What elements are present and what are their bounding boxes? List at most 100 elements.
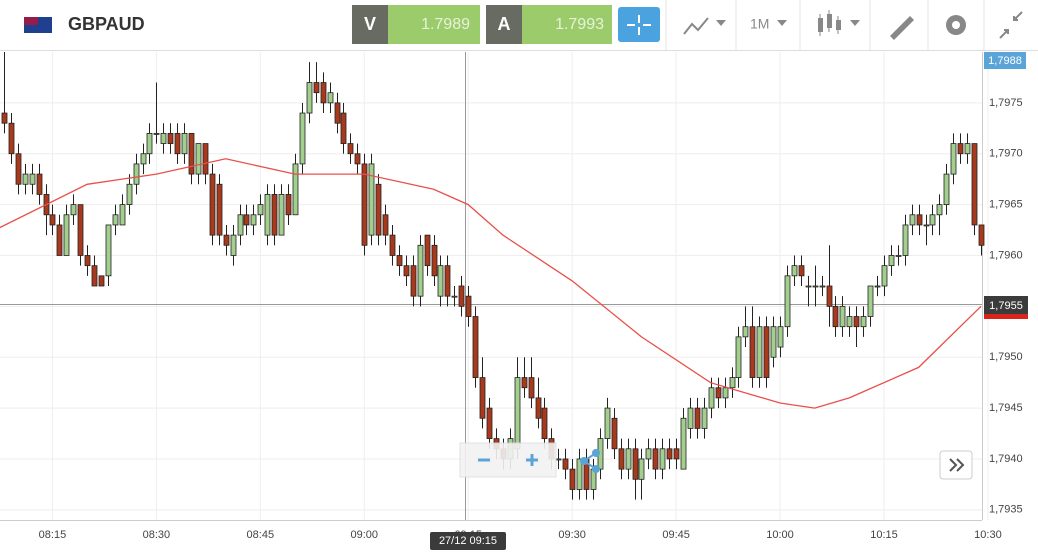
candle-body [347, 143, 354, 155]
candle-body [673, 448, 680, 460]
y-tick-label: 1,7945 [989, 402, 1023, 414]
zoom-controls [459, 442, 600, 478]
candle-body [763, 326, 770, 378]
zoom-in[interactable] [526, 454, 538, 466]
timeframe-button[interactable]: 1M [750, 16, 787, 32]
candle-body [895, 255, 902, 257]
buy-button[interactable]: A 1.7993 [486, 5, 612, 44]
candle-body [812, 285, 819, 288]
y-tick-label: 1,7970 [989, 148, 1023, 160]
sell-label: V [364, 14, 376, 34]
candle-body [701, 407, 708, 429]
candle-body [805, 285, 812, 288]
crosshair-button[interactable] [618, 7, 660, 42]
candle-body [216, 183, 223, 236]
candle-body [729, 377, 736, 389]
candle-body [936, 204, 943, 216]
candle-body [971, 143, 978, 226]
crosshair-price-underline [984, 314, 1028, 319]
x-tick-label: 08:45 [247, 529, 275, 541]
candle-body [112, 214, 119, 226]
candle-body [49, 214, 56, 226]
candle-body [957, 143, 964, 155]
candle-body [285, 194, 292, 216]
candle-body [562, 458, 569, 470]
candle-body [334, 102, 341, 124]
candle-body [382, 214, 389, 236]
candle-body [888, 255, 895, 267]
candle-body [368, 163, 375, 236]
price-badge-bg [984, 52, 1026, 69]
candle-body [174, 132, 181, 155]
candle-style-button[interactable] [818, 10, 860, 36]
chart-type-button[interactable] [683, 17, 726, 35]
candle-body [541, 407, 548, 440]
candle-body [708, 387, 715, 409]
x-tick-label: 09:00 [351, 529, 379, 541]
candle-body [569, 468, 576, 490]
y-tick-label: 1,7975 [989, 97, 1023, 109]
candle-body [36, 173, 43, 195]
candle-body [742, 326, 749, 338]
candle-body [98, 275, 105, 287]
x-tick-label: 08:30 [143, 529, 171, 541]
candle-body [860, 316, 867, 328]
share[interactable] [580, 449, 600, 473]
candle-body [320, 82, 327, 104]
y-tick-label: 1,7960 [989, 249, 1023, 261]
candle-body [403, 265, 410, 277]
candle-body [63, 214, 70, 256]
candle-body [91, 265, 98, 287]
candle-body [902, 224, 909, 256]
candle-body [292, 163, 299, 216]
candle-body [909, 214, 916, 226]
candle-body [770, 326, 777, 358]
candle-body [521, 377, 528, 389]
price-badge: 1,7988 [988, 55, 1022, 67]
candle-body [250, 214, 257, 226]
candle-body [105, 224, 112, 277]
candle-body [146, 132, 153, 155]
x-tick-label: 10:00 [766, 529, 794, 541]
candle-body [271, 194, 278, 236]
candle-body [223, 234, 230, 246]
x-tick-label: 10:30 [974, 529, 1002, 541]
candle-body [140, 153, 147, 165]
candle-body [874, 285, 881, 288]
candle-body [264, 194, 271, 236]
symbol: GBPAUD [68, 14, 145, 34]
timeframe: 1M [750, 16, 769, 32]
collapse-button[interactable] [999, 11, 1023, 39]
candle-body [618, 448, 625, 470]
candle-body [555, 458, 562, 461]
flag [24, 17, 52, 33]
candle-body [756, 326, 763, 378]
y-tick-label: 1,7950 [989, 351, 1023, 363]
candle-body [950, 143, 957, 175]
settings-button[interactable] [946, 15, 966, 35]
crosshair-time: 27/12 09:15 [439, 535, 497, 547]
candle-body [867, 285, 874, 317]
candle-body [313, 82, 320, 94]
sell-button[interactable]: V 1.7989 [352, 5, 480, 44]
candle-body [632, 448, 639, 480]
candle-body [791, 265, 798, 277]
candle-body [29, 173, 36, 185]
candle-body [424, 234, 431, 267]
candle-body [798, 265, 805, 277]
candle-body [119, 204, 126, 226]
x-tick-label: 08:15 [39, 529, 67, 541]
candle-body [8, 122, 15, 155]
candle-body [687, 407, 694, 429]
draw-button[interactable] [890, 16, 914, 40]
candle-body [431, 244, 438, 277]
candle-body [784, 275, 791, 328]
candle-body [514, 377, 521, 450]
scroll-right-button[interactable] [939, 450, 973, 480]
candle-body [819, 285, 826, 288]
candle-body [722, 387, 729, 399]
candle-body [167, 132, 174, 144]
candle-body [853, 316, 860, 328]
crosshair-price-bg [984, 296, 1028, 314]
